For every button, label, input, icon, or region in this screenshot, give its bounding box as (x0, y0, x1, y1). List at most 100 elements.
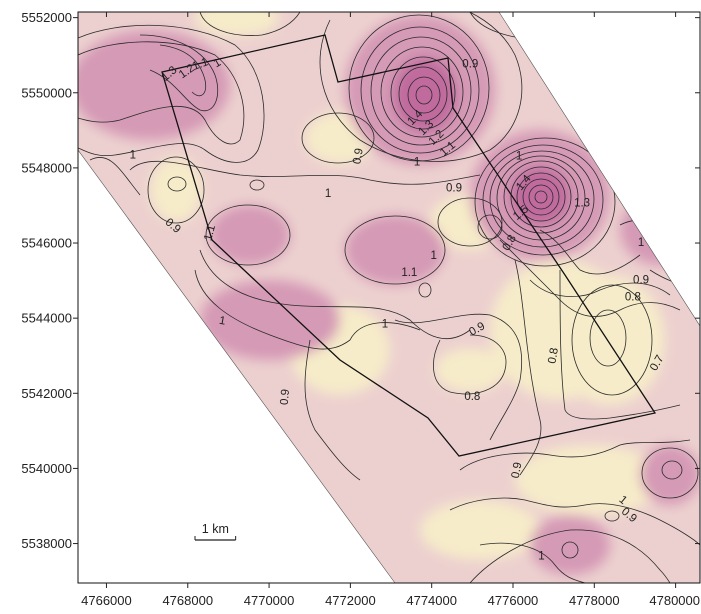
contour-line (528, 184, 554, 210)
contour-line (344, 215, 446, 285)
contour-value-label: 1 (414, 156, 420, 168)
contour-value-label: 1 (516, 151, 522, 163)
contour-value-label: 1 (638, 237, 644, 249)
contour-line (407, 76, 441, 114)
contour-value-label: 0.9 (446, 183, 462, 195)
contour-line (474, 137, 616, 267)
contour-line (516, 172, 566, 222)
x-tick-label: 4768000 (162, 593, 213, 608)
contour-line (394, 313, 523, 441)
contour-line (199, 249, 471, 339)
scale-bar-label: 1 km (202, 522, 229, 536)
low-zone (150, 158, 202, 222)
contour-line (459, 439, 691, 471)
contour-line (641, 447, 699, 499)
contour-line (348, 14, 490, 162)
x-tick-label: 4770000 (244, 593, 295, 608)
contour-line (301, 112, 375, 164)
contour-value-label: 1 (382, 319, 388, 331)
x-tick-label: 4766000 (81, 593, 132, 608)
contour-line (433, 334, 507, 395)
contour-value-label: 1.3 (574, 198, 590, 210)
y-tick-label: 5546000 (21, 236, 72, 251)
contour-line (529, 279, 671, 297)
y-tick-label: 5550000 (21, 85, 72, 100)
contour-line (139, 34, 219, 112)
contour-line (159, 44, 207, 97)
y-tick-label: 5542000 (21, 386, 72, 401)
survey-boundary (161, 34, 657, 457)
low-zone (435, 348, 505, 392)
contour-line (489, 150, 595, 248)
scale-bar: 1 km (194, 522, 237, 541)
contour-value-label: 0.9 (279, 389, 292, 406)
x-tick-label: 4772000 (325, 593, 376, 608)
map-frame (77, 11, 701, 584)
contour-line (522, 178, 560, 216)
low-zone (195, 12, 279, 36)
contour-value-label: 0.9 (351, 147, 366, 165)
contour-line (380, 46, 464, 138)
low-zone (515, 445, 665, 515)
contour-line (510, 166, 572, 228)
contour-value-label: 0.9 (462, 59, 478, 71)
contour-value-label: 0.8 (546, 347, 561, 365)
y-axis: 5552000 5550000 5548000 5546000 5544000 55420… (21, 10, 700, 551)
high-zone (200, 280, 340, 360)
contour-value-label: 0.8 (464, 391, 480, 403)
contour-line (589, 309, 627, 367)
high-zone (210, 205, 290, 265)
contour-line (503, 160, 579, 234)
map-field (78, 12, 700, 583)
contour-line (199, 12, 301, 36)
contour-lines (78, 12, 700, 583)
high-zone (345, 215, 445, 285)
contour-line (514, 259, 542, 476)
contour-value-label: 1 (212, 57, 224, 71)
x-axis: 4766000 4768000 4770000 4772000 4774000 47760… (81, 12, 700, 608)
y-tick-label: 5548000 (21, 160, 72, 175)
contour-line (418, 282, 432, 298)
contour-line (370, 36, 472, 146)
contour-line (360, 26, 480, 154)
contour-value-label: 1 (431, 250, 437, 262)
contour-line (415, 85, 433, 105)
contour-value-label: 1 (325, 188, 331, 200)
contour-line (571, 284, 653, 396)
anomaly-fills (78, 12, 700, 575)
contour-line (129, 160, 481, 185)
x-tick-label: 4778000 (569, 593, 620, 608)
contour-value-label: 1 (130, 150, 136, 162)
x-tick-label: 4776000 (488, 593, 539, 608)
low-zone (420, 500, 540, 560)
contour-line (561, 541, 579, 559)
contour-value-label: 1.1 (202, 224, 218, 243)
contour-value-label: 0.9 (633, 275, 649, 287)
contour-line (559, 269, 681, 420)
contour-line (477, 214, 503, 240)
contour-line (89, 157, 141, 196)
y-tick-label: 5552000 (21, 10, 72, 25)
y-tick-label: 5538000 (21, 536, 72, 551)
contour-line (304, 339, 361, 481)
contour-line (249, 179, 265, 191)
contour-line (437, 197, 503, 247)
high-zone (640, 445, 700, 505)
contour-line (147, 156, 205, 224)
contour-line (539, 229, 641, 275)
y-tick-label: 5540000 (21, 461, 72, 476)
contour-line (449, 497, 700, 546)
contour-line (78, 41, 245, 145)
contour-line (469, 529, 671, 583)
anomaly-peak (510, 166, 570, 226)
x-tick-label: 4774000 (406, 593, 457, 608)
high-zone (620, 195, 700, 265)
contour-line (194, 269, 421, 350)
contour-line (319, 12, 523, 162)
contour-line (499, 239, 681, 317)
contour-line (167, 176, 187, 192)
contour-value-label: 1.1 (401, 267, 417, 279)
contour-value-label: 0.9 (510, 461, 525, 479)
